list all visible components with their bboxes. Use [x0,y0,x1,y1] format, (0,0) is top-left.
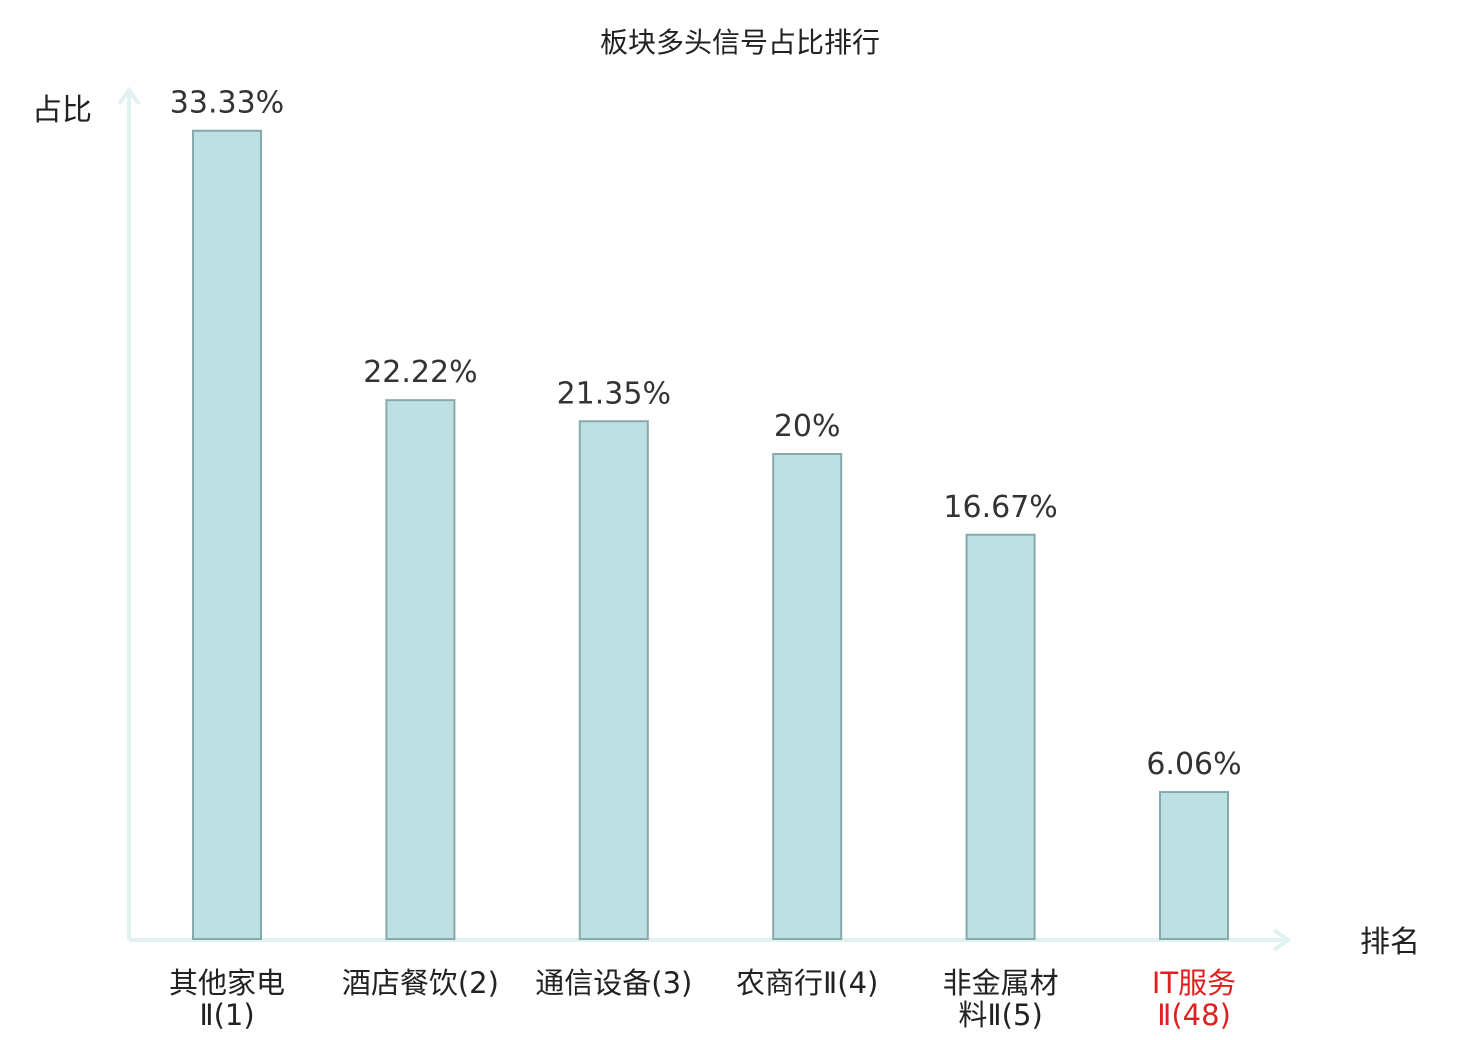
bar-value-label: 33.33% [170,86,284,121]
bar [385,399,456,941]
bar [772,453,843,940]
category-tick-label: Ⅱ(48) [1157,998,1231,1032]
x-axis-label: 排名 [1360,925,1420,960]
chart-title: 板块多头信号占比排行 [600,26,880,59]
bars-group [192,129,1229,941]
y-axis [117,86,141,940]
bar-value-label: 21.35% [557,376,671,411]
value-labels-group: 33.33% 22.22% 21.35% 20% 16.67% 6.06% [170,86,1242,782]
bar [1159,791,1229,940]
bar-value-label: 16.67% [943,490,1057,525]
category-tick-label: 料Ⅱ(5) [958,998,1042,1032]
y-axis-label: 占比 [32,93,92,128]
category-tick-label: 非金属材 [943,966,1059,1000]
category-tick-label: 其他家电 [169,966,285,1000]
category-tick-label: IT服务 [1152,966,1236,1000]
category-tick-label: 农商行Ⅱ(4) [736,966,878,1000]
category-tick-label: Ⅱ(1) [199,998,254,1032]
category-tick-label: 通信设备(3) [535,966,692,1000]
bar-value-label: 22.22% [363,355,477,390]
category-tick-label: 酒店餐饮(2) [342,966,499,1000]
bar-value-label: 20% [774,409,841,444]
bar [192,129,262,940]
bar [578,420,649,940]
bar-value-label: 6.06% [1146,747,1241,782]
bar [965,533,1036,940]
x-axis [129,928,1292,952]
